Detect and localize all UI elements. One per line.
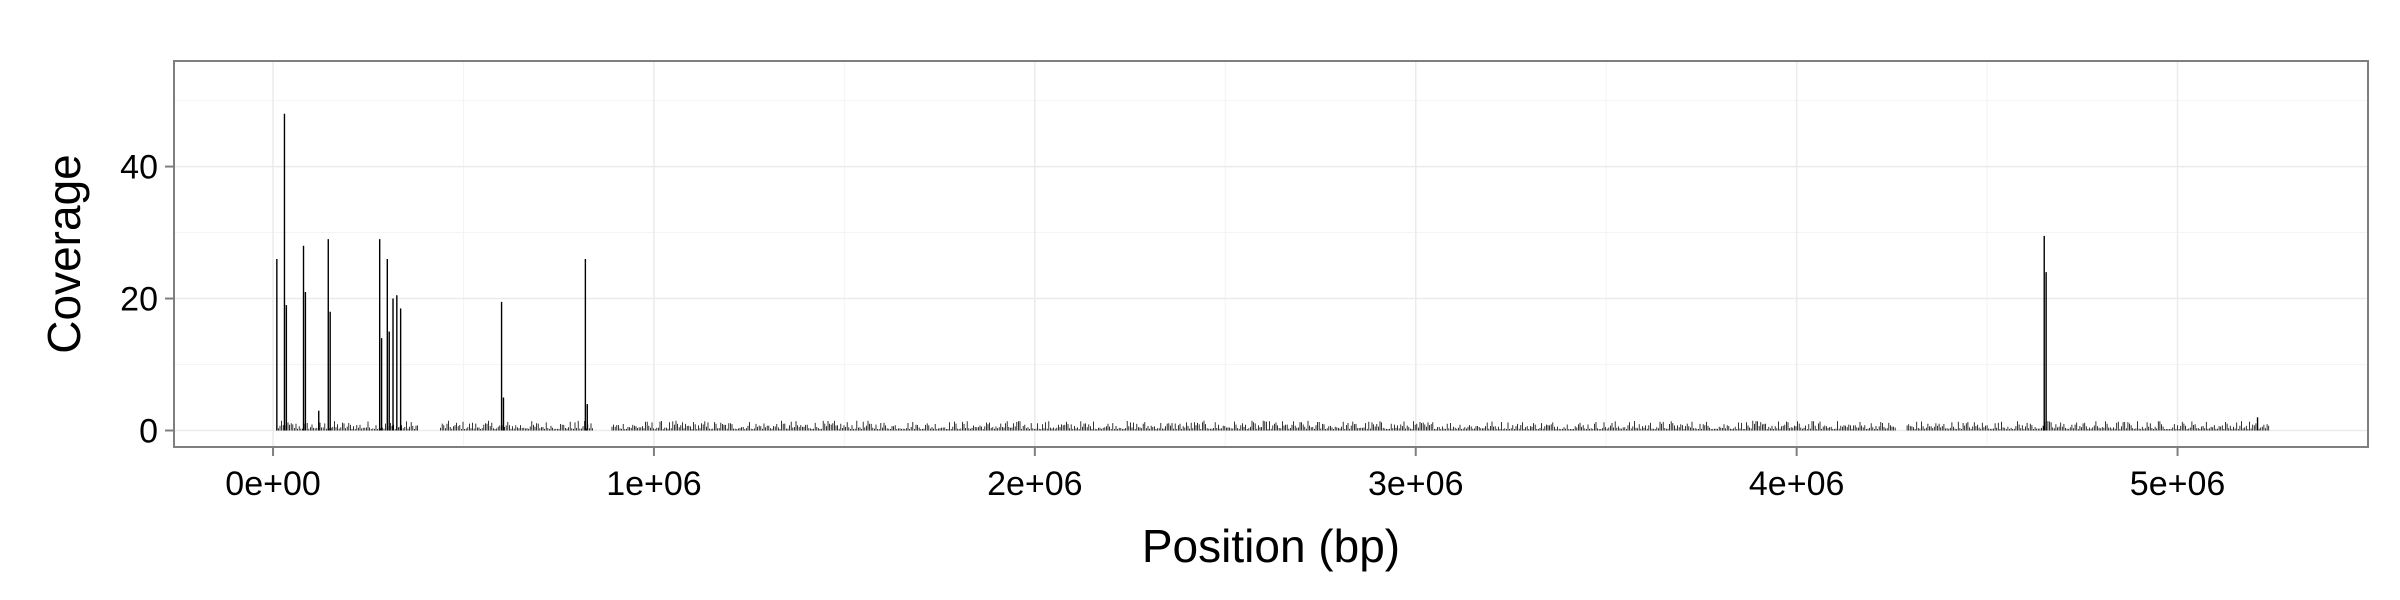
y-tick-label: 20: [120, 281, 158, 319]
grid-major: [174, 61, 2368, 447]
x-axis: 0e+00 1e+06 2e+06 3e+06 4e+06 5e+06: [225, 447, 2225, 503]
y-tick-label: 40: [120, 149, 158, 187]
x-tick-label: 3e+06: [1368, 465, 1464, 503]
grid-minor: [174, 61, 2368, 447]
y-axis: 0 20 40: [120, 149, 174, 451]
x-tick-label: 1e+06: [606, 465, 702, 503]
x-tick-label: 0e+00: [225, 465, 321, 503]
plot-background: [174, 61, 2368, 447]
x-tick-label: 2e+06: [987, 465, 1083, 503]
x-tick-label: 5e+06: [2130, 465, 2226, 503]
coverage-background-segment: [440, 420, 593, 431]
background-coverage-bars: [276, 420, 2270, 431]
y-tick-label: 0: [139, 413, 158, 451]
coverage-background-segment: [611, 420, 1896, 431]
y-axis-title: Coverage: [38, 154, 90, 353]
plot-panel-border: [173, 60, 2369, 448]
x-tick-label: 4e+06: [1749, 465, 1845, 503]
x-axis-title: Position (bp): [1142, 520, 1400, 572]
coverage-peaks: [276, 113, 2259, 431]
coverage-background-segment: [1906, 421, 2270, 431]
